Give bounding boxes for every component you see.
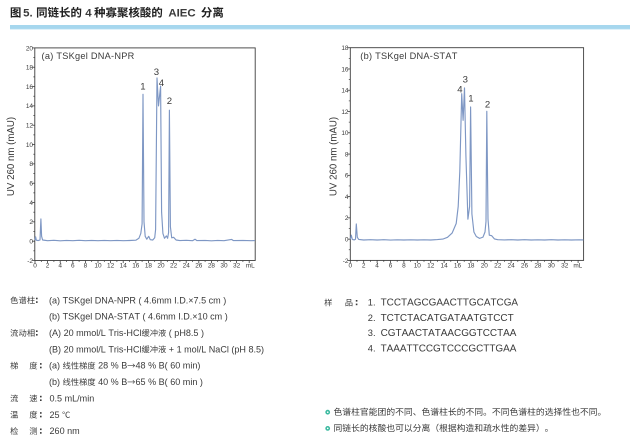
svg-text:26: 26 xyxy=(195,263,203,270)
svg-text:2: 2 xyxy=(362,263,366,270)
svg-text:(b) TSKgel DNA-STAT ( 4.6mm I.: (b) TSKgel DNA-STAT ( 4.6mm I.D.×10 cm ) xyxy=(49,312,228,322)
svg-text:260 nm: 260 nm xyxy=(50,426,80,436)
svg-text:TCTCTACATGATAATGTCCT: TCTCTACATGATAATGTCCT xyxy=(381,313,514,324)
svg-text:12: 12 xyxy=(107,263,115,270)
svg-text:20: 20 xyxy=(157,263,165,270)
svg-text:1: 1 xyxy=(468,94,473,105)
svg-text:(B) 20 mmol/L Tris-HCl: (B) 20 mmol/L Tris-HCl xyxy=(49,344,141,354)
svg-text:32: 32 xyxy=(233,263,241,270)
svg-text:18: 18 xyxy=(467,263,475,270)
svg-text:( pH8.5 ): ( pH8.5 ) xyxy=(166,328,204,338)
svg-text:28: 28 xyxy=(208,263,216,270)
svg-text:65 % B( 60 min ): 65 % B( 60 min ) xyxy=(136,377,203,387)
svg-text:0: 0 xyxy=(345,236,349,243)
svg-text:(a) TSKgel DNA-NPR ( 4.6mm I.D: (a) TSKgel DNA-NPR ( 4.6mm I.D.×7.5 cm ) xyxy=(49,295,226,305)
svg-text:4: 4 xyxy=(58,263,62,270)
svg-text:4: 4 xyxy=(457,85,463,96)
svg-text:30: 30 xyxy=(220,263,228,270)
svg-text:12: 12 xyxy=(427,263,435,270)
svg-text:6: 6 xyxy=(29,181,33,188)
svg-text:2: 2 xyxy=(46,263,50,270)
svg-text:8: 8 xyxy=(402,263,406,270)
svg-text:10: 10 xyxy=(414,263,422,270)
svg-text:UV 260 nm (mAU): UV 260 nm (mAU) xyxy=(328,117,339,196)
svg-text:(b): (b) xyxy=(49,377,63,387)
svg-text:12: 12 xyxy=(341,109,349,116)
svg-text:2: 2 xyxy=(167,96,172,107)
svg-text:40 % B: 40 % B xyxy=(96,377,128,387)
svg-text:2.: 2. xyxy=(368,313,376,323)
svg-text:16: 16 xyxy=(341,66,349,73)
svg-text:CGTAACTATAACGGTCCTAA: CGTAACTATAACGGTCCTAA xyxy=(381,328,517,339)
svg-text:mL: mL xyxy=(246,263,255,270)
svg-text:24: 24 xyxy=(183,263,191,270)
svg-text:26: 26 xyxy=(521,263,529,270)
svg-text:0: 0 xyxy=(33,263,37,270)
svg-text:28: 28 xyxy=(534,263,542,270)
svg-text:6: 6 xyxy=(345,173,349,180)
svg-text:0: 0 xyxy=(29,239,33,246)
svg-text:3.: 3. xyxy=(368,328,376,338)
svg-text:TCCTAGCGAACTTGCATCGA: TCCTAGCGAACTTGCATCGA xyxy=(381,298,519,309)
svg-text:(a) TSKgel DNA-NPR: (a) TSKgel DNA-NPR xyxy=(42,51,135,61)
svg-text:4: 4 xyxy=(85,8,92,20)
svg-text:12: 12 xyxy=(26,123,34,130)
svg-text:20: 20 xyxy=(481,263,489,270)
svg-text:6: 6 xyxy=(71,263,75,270)
svg-text:3: 3 xyxy=(463,75,468,86)
svg-text:6: 6 xyxy=(389,263,393,270)
svg-text:(A) 20 mmol/L Tris-HCl: (A) 20 mmol/L Tris-HCl xyxy=(49,328,141,338)
svg-text:(b) TSKgel DNA-STAT: (b) TSKgel DNA-STAT xyxy=(360,51,457,61)
svg-text:(a): (a) xyxy=(49,361,63,371)
svg-text:18: 18 xyxy=(145,263,153,270)
svg-text:4: 4 xyxy=(29,200,33,207)
svg-text:32: 32 xyxy=(561,263,569,270)
svg-text:30: 30 xyxy=(548,263,556,270)
svg-text:8: 8 xyxy=(84,263,88,270)
svg-text:22: 22 xyxy=(170,263,178,270)
svg-text:1.: 1. xyxy=(368,298,376,308)
svg-text:16: 16 xyxy=(454,263,462,270)
svg-text:20: 20 xyxy=(26,45,34,52)
svg-text:0.5 mL/min: 0.5 mL/min xyxy=(50,393,95,403)
svg-text:2: 2 xyxy=(345,215,349,222)
svg-text:14: 14 xyxy=(341,88,349,95)
svg-text:5.: 5. xyxy=(23,8,33,20)
svg-text:2: 2 xyxy=(29,219,33,226)
svg-text:28 % B: 28 % B xyxy=(96,361,128,371)
svg-text:10: 10 xyxy=(341,130,349,137)
svg-text:10: 10 xyxy=(26,142,34,149)
svg-text:14: 14 xyxy=(441,263,449,270)
svg-text:+ 1 mol/L NaCl (pH 8.5): + 1 mol/L NaCl (pH 8.5) xyxy=(166,344,264,354)
svg-text:TAAATTCCGTCCCGCTTGAA: TAAATTCCGTCCCGCTTGAA xyxy=(381,344,517,355)
svg-text:4.: 4. xyxy=(368,344,376,354)
svg-text:4: 4 xyxy=(375,263,379,270)
svg-text:22: 22 xyxy=(494,263,502,270)
svg-text:24: 24 xyxy=(508,263,516,270)
svg-text:14: 14 xyxy=(120,263,128,270)
svg-text:AIEC: AIEC xyxy=(168,8,195,20)
svg-text:18: 18 xyxy=(26,65,34,72)
svg-text:4: 4 xyxy=(345,194,349,201)
svg-text:0: 0 xyxy=(349,263,353,270)
svg-text:-2: -2 xyxy=(343,258,349,265)
svg-text:3: 3 xyxy=(154,67,159,78)
svg-text:10: 10 xyxy=(94,263,102,270)
svg-text:-2: -2 xyxy=(27,258,33,265)
svg-text:mL: mL xyxy=(573,263,582,270)
svg-text:1: 1 xyxy=(140,81,145,92)
svg-text:16: 16 xyxy=(132,263,140,270)
svg-text:4: 4 xyxy=(159,78,165,89)
svg-text:48 % B( 60 min): 48 % B( 60 min) xyxy=(136,361,201,371)
svg-text:2: 2 xyxy=(485,100,490,111)
svg-text:8: 8 xyxy=(345,151,349,158)
svg-text:16: 16 xyxy=(26,84,34,91)
svg-text:25: 25 xyxy=(50,410,63,420)
svg-text:8: 8 xyxy=(29,161,33,168)
svg-text:14: 14 xyxy=(26,103,34,110)
svg-text:UV 260 nm (mAU): UV 260 nm (mAU) xyxy=(6,117,17,196)
svg-text:18: 18 xyxy=(341,45,349,52)
